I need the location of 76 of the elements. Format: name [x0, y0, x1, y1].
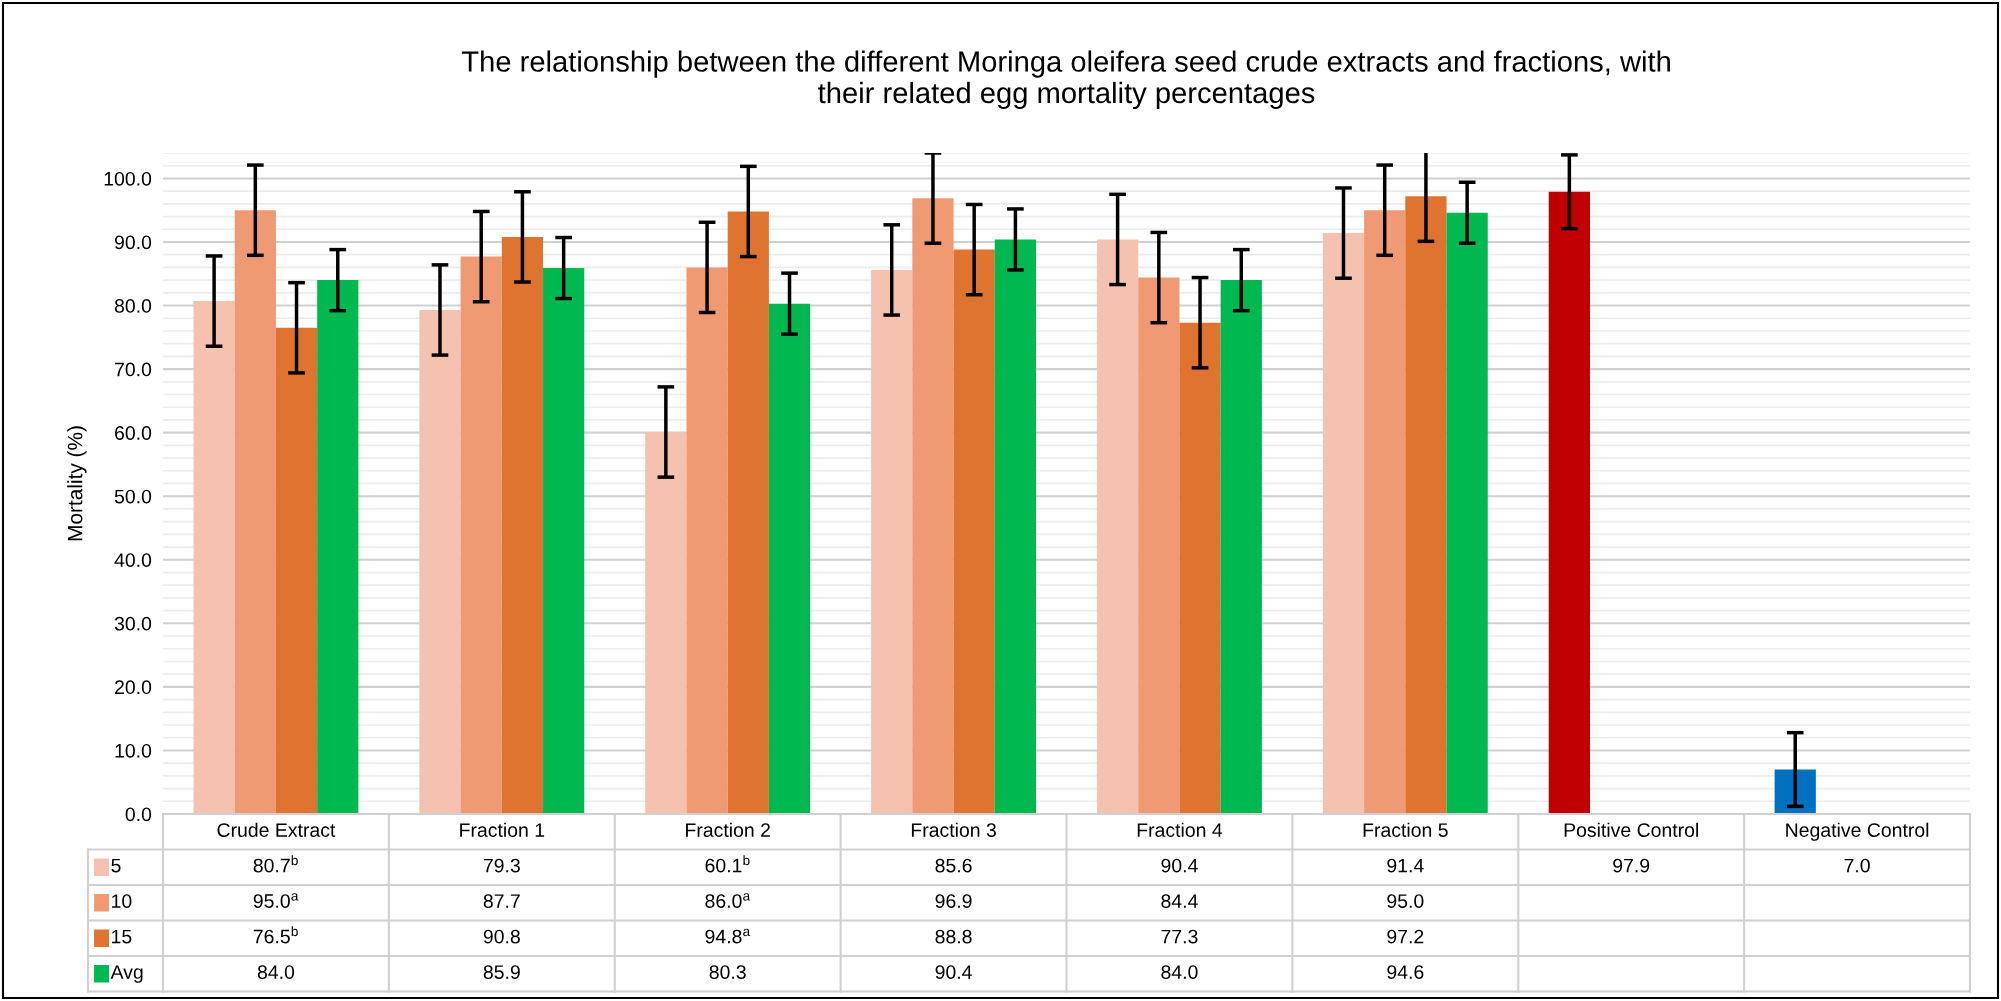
bar [1364, 210, 1406, 814]
data-label: 60.1$^{b}$ [705, 855, 750, 873]
bar [1138, 277, 1180, 814]
y-tick-label: 50.0 [114, 489, 152, 504]
data-label: 90.4 [935, 965, 972, 979]
bar [1179, 322, 1221, 814]
data-label: 96.9 [935, 894, 972, 908]
bar [727, 211, 769, 814]
data-label: 85.9 [483, 965, 520, 979]
data-label: 87.7 [483, 894, 520, 908]
data-label: 91.4 [1387, 858, 1424, 873]
bar [193, 301, 235, 814]
bar [953, 249, 995, 814]
chart-title: The relationship between the different Moringa oleifera seed crude extracts and fractions, with their related egg mortality percentages [461, 50, 1670, 110]
x-tick-label: Positive Control [1564, 822, 1698, 837]
x-tick-label: Crude Extract [217, 822, 336, 837]
bar [501, 236, 544, 814]
data-label: 84.0 [1161, 965, 1198, 979]
y-tick-label: 20.0 [115, 680, 152, 695]
data-label: 84.4 [1161, 894, 1198, 908]
data-label: 95.0$^{a}$ [253, 893, 299, 908]
data-label: 94.8$^{a}$ [705, 928, 751, 944]
data-label: 79.3 [483, 858, 520, 873]
bar [912, 198, 954, 814]
bar [768, 303, 811, 814]
x-tick-label: Negative Control [1786, 822, 1929, 841]
data-label: 80.7$^{b}$ [253, 855, 298, 873]
data-label: 77.3 [1161, 929, 1198, 944]
data-label: 90.4 [1161, 858, 1198, 873]
bar [994, 239, 1037, 814]
bar [1096, 239, 1139, 814]
data-label: 80.3 [709, 965, 746, 979]
data-label: 76.5$^{b}$ [253, 926, 298, 944]
y-tick-label: 100.0 [104, 171, 152, 186]
x-tick-label: Fraction 5 [1363, 822, 1448, 837]
bar [317, 280, 359, 814]
data-label: 94.6 [1387, 965, 1424, 979]
data-label: 90.8 [483, 929, 520, 944]
data-label: 88.8 [935, 929, 972, 944]
bar [419, 309, 461, 814]
y-tick-label: 80.0 [114, 299, 152, 313]
y-tick-label: 0.0 [125, 807, 152, 822]
bar [1220, 280, 1262, 814]
data-label: 86.0$^{a}$ [705, 893, 751, 908]
data-label: 97.2 [1387, 929, 1424, 944]
bar [1405, 196, 1447, 814]
y-tick-label: 30.0 [114, 616, 152, 631]
data-label: 84.0 [257, 965, 295, 979]
legend-label: 15 [112, 929, 132, 944]
y-tick-label: 40.0 [114, 553, 152, 568]
legend-label: 10 [112, 894, 132, 908]
y-axis-title: Mortality (%) [67, 426, 87, 541]
bar [543, 268, 585, 814]
x-tick-label: Fraction 4 [1137, 822, 1223, 837]
y-tick-label: 10.0 [115, 743, 152, 758]
bar [460, 256, 502, 814]
x-tick-label: Fraction 1 [460, 822, 545, 837]
data-label: 95.0 [1387, 894, 1424, 908]
bar [1446, 212, 1488, 814]
bar [871, 269, 913, 814]
legend-label: 5 [111, 858, 121, 873]
data-label: 97.9 [1613, 858, 1650, 873]
x-tick-label: Fraction 2 [686, 822, 770, 837]
bar [275, 327, 318, 814]
bar [1548, 191, 1590, 814]
legend-label: Avg [110, 965, 143, 983]
y-tick-label: 90.0 [114, 235, 152, 250]
x-tick-label: Fraction 3 [911, 822, 996, 837]
data-label: 85.6 [935, 858, 972, 873]
bar [686, 267, 728, 814]
bar [645, 432, 687, 814]
data-label: 7.0 [1844, 858, 1870, 873]
bar [1322, 233, 1365, 814]
y-tick-label: 70.0 [115, 362, 152, 377]
y-tick-label: 60.0 [115, 426, 152, 440]
bar [234, 210, 276, 814]
